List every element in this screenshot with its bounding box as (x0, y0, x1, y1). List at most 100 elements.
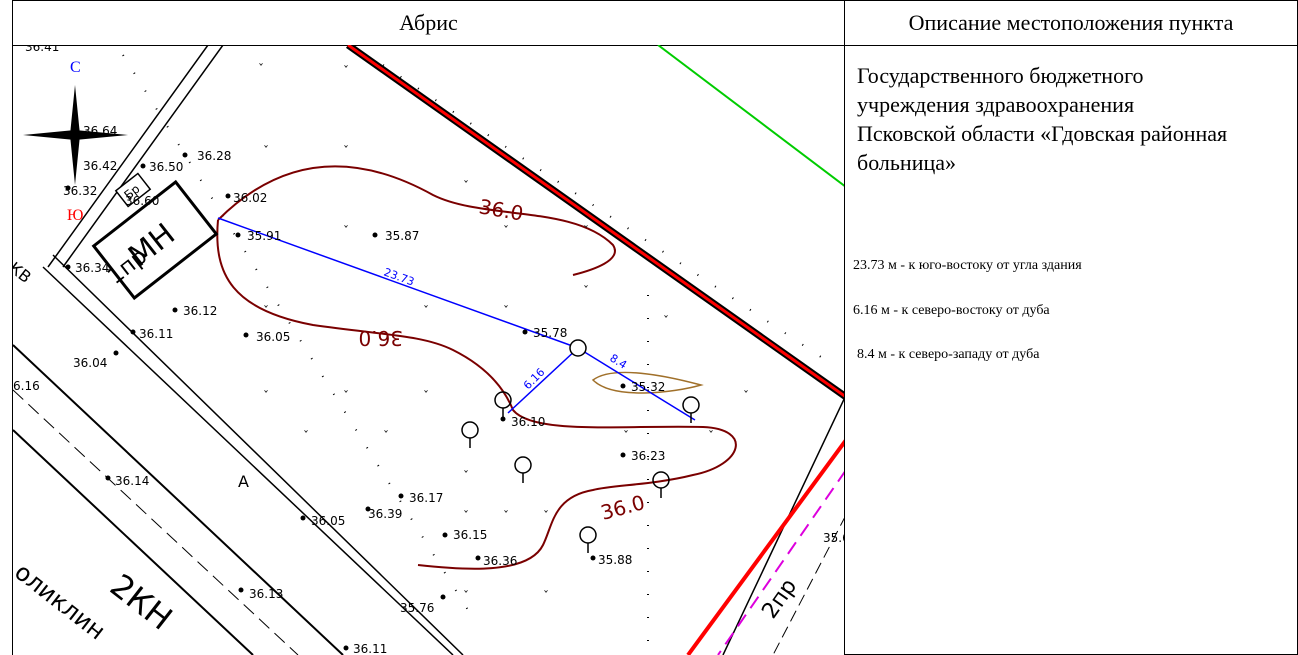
spot-height: 36.05 (256, 330, 290, 344)
svg-text:ˇ: ˇ (503, 304, 509, 318)
compass-north-label: С (70, 59, 81, 76)
description-title-header: Описание местоположения пункта (908, 10, 1234, 35)
passage-label: 2пр (757, 574, 802, 623)
spot-height: 36.04 (73, 356, 107, 370)
parcel-dash (13, 389, 299, 655)
svg-text:ˇ: ˇ (423, 304, 429, 318)
spot-height: 36.12 (183, 304, 217, 318)
abris-title: Абрис (399, 10, 458, 35)
description-header: Описание местоположения пункта (844, 0, 1298, 46)
dotted-fence-2 (382, 64, 834, 366)
svg-text:ˇ: ˇ (583, 224, 589, 238)
svg-text:ˇ: ˇ (623, 429, 629, 443)
spot-height: 36.64 (83, 124, 117, 138)
svg-text:ˇ: ˇ (708, 429, 714, 443)
building-2kn-label: 2КН (103, 566, 179, 637)
svg-text:ˇ: ˇ (303, 429, 309, 443)
location-note-2: 6.16 м - к северо-востоку от дуба (853, 303, 1050, 318)
svg-text:ˇ: ˇ (343, 224, 349, 238)
svg-text:ˇ: ˇ (743, 389, 749, 403)
parcel-line-1 (52, 254, 464, 655)
parcel-line-2 (42, 266, 454, 655)
spot-height: 36.13 (249, 587, 283, 601)
svg-text:ˇ: ˇ (463, 179, 469, 193)
spot-height: 36.50 (149, 160, 183, 174)
wall-line-1 (47, 45, 209, 268)
measure-line-8 (577, 347, 696, 421)
spot-height: 36.05 (311, 514, 345, 528)
spot-height: 35.76 (400, 601, 434, 615)
svg-text:ˇ: ˇ (383, 429, 389, 443)
spot-height: 36.14 (115, 474, 149, 488)
tree-icon (682, 396, 700, 423)
edge-label-kv: КВ (13, 258, 35, 287)
compass-rose (23, 85, 128, 185)
survey-point-marker (569, 339, 587, 357)
spot-height: 36.42 (83, 159, 117, 173)
spot-height: 36.60 (125, 194, 159, 208)
spot-height: 35.32 (631, 380, 665, 394)
tree-icon (579, 526, 597, 553)
spot-height: 36.39 (368, 507, 402, 521)
svg-text:ˇ: ˇ (463, 469, 469, 483)
road-edge-red (347, 45, 844, 398)
svg-text:ˇ: ˇ (423, 389, 429, 403)
magenta-line (717, 471, 844, 655)
svg-text:ˇ: ˇ (263, 144, 269, 158)
svg-text:ˇ: ˇ (263, 389, 269, 403)
spot-height: 36.23 (631, 449, 665, 463)
spot-height: 35.88 (598, 553, 632, 567)
svg-text:ˇ: ˇ (343, 64, 349, 78)
institution-name: Государственного бюджетного учреждения з… (857, 63, 1228, 175)
spot-height-labels: 36.64 36.42 36.50 36.28 36.32 36.60 36.0… (63, 124, 665, 655)
edge-label-left: 6.16 (13, 379, 40, 393)
wall-line-2 (62, 45, 224, 268)
building-mn: МН (91, 179, 219, 301)
spot-height: 36.02 (233, 191, 267, 205)
spot-dots (65, 127, 626, 651)
spot-height: 36.11 (353, 642, 387, 655)
location-note-1: 23.73 м - к юго-востоку от угла здания (853, 258, 1082, 273)
svg-text:ˇ: ˇ (343, 144, 349, 158)
tree-icon (461, 421, 479, 448)
spot-height: 36.28 (197, 149, 231, 163)
svg-text:ˇ: ˇ (463, 509, 469, 523)
spot-height: 36.11 (139, 327, 173, 341)
spot-height: 35.91 (247, 229, 281, 243)
svg-text:ˇ: ˇ (258, 62, 264, 76)
svg-text:ˇ: ˇ (543, 509, 549, 523)
svg-text:ˇ: ˇ (463, 589, 469, 603)
tree-icon (494, 391, 512, 418)
map-canvas: С Ю МН Бр 1пр 2КН оликлин 2пр (13, 45, 845, 655)
edge-label-top: 36.41 (25, 45, 59, 54)
abris-map: С Ю МН Бр 1пр 2КН оликлин 2пр (12, 45, 845, 655)
svg-text:ˇ: ˇ (663, 314, 669, 328)
grass-marks: ˇ ˇ ˇ ˇ ˇ ˇ ˇ ˇ ˇ ˇ ˇ ˇ ˇ ˇ ˇ ˇ ˇ ˇ ˇ ˇ ˇ ˇ ˇ ˇ ˇ ˇ ˇ (258, 62, 749, 603)
tree-icon (514, 456, 532, 483)
svg-text:ˇ: ˇ (543, 589, 549, 603)
spot-height: 36.15 (453, 528, 487, 542)
parcel-line-3 (13, 344, 344, 655)
tree-icons (461, 391, 700, 553)
edge-label-right: 35.6 (823, 531, 845, 545)
measure-line-23 (217, 217, 579, 349)
svg-text:ˇ: ˇ (503, 224, 509, 238)
measure-line-6 (507, 347, 579, 414)
dotted-fence-1 (122, 54, 469, 611)
tree-icon (652, 471, 670, 498)
compass-south-label: Ю (67, 207, 83, 224)
svg-text:ˇ: ˇ (263, 304, 269, 318)
contour-label-2: 36.0 (358, 326, 403, 350)
svg-text:ˇ: ˇ (503, 509, 509, 523)
green-boundary (657, 45, 844, 187)
contour-label-1: 36.0 (477, 194, 525, 225)
building-br: Бр (114, 172, 152, 208)
road-right-dash (772, 517, 844, 655)
spot-height: 36.36 (483, 554, 517, 568)
spot-height: 36.32 (63, 184, 97, 198)
measure-label-23: 23.73 (382, 266, 416, 289)
abris-header: Абрис (12, 0, 845, 46)
zone-label: А (238, 472, 249, 491)
contour-line-36 (216, 165, 737, 570)
